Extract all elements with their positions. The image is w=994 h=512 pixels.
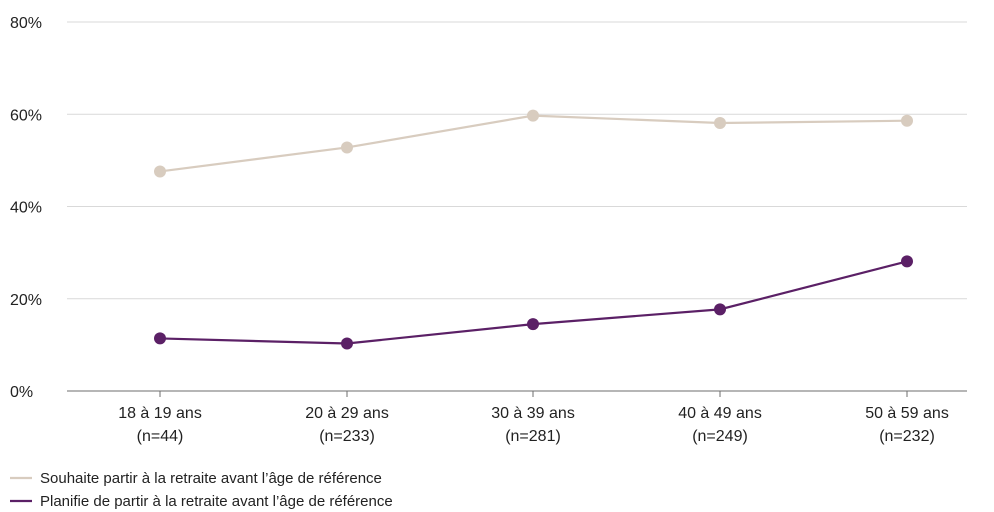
- x-tick-label: 50 à 59 ans: [865, 405, 949, 422]
- y-tick-label: 60%: [10, 107, 42, 124]
- x-tick-label: (n=44): [137, 428, 184, 445]
- gridlines: [67, 21, 967, 392]
- x-tick-label: (n=249): [692, 428, 748, 445]
- data-point: [527, 109, 539, 122]
- series-group: [154, 109, 913, 350]
- x-tick-label: 30 à 39 ans: [491, 405, 575, 422]
- data-point: [341, 337, 353, 350]
- series-line-1: [159, 114, 908, 173]
- x-tick-label: (n=232): [879, 428, 935, 445]
- data-point: [341, 141, 353, 154]
- data-point: [714, 117, 726, 130]
- data-point: [154, 165, 166, 178]
- y-tick-label: 0%: [10, 384, 33, 401]
- legend: Souhaite partir à la retraite avant l’âg…: [10, 470, 393, 510]
- y-tick-label: 20%: [10, 292, 42, 309]
- y-tick-label: 80%: [10, 15, 42, 32]
- x-tick-label: 20 à 29 ans: [305, 405, 389, 422]
- data-point: [154, 332, 166, 345]
- legend-label: Souhaite partir à la retraite avant l’âg…: [40, 470, 382, 487]
- data-point: [714, 303, 726, 316]
- y-axis-ticks: 0% 20% 40% 60% 80%: [10, 15, 42, 401]
- legend-label: Planifie de partir à la retraite avant l…: [40, 493, 393, 510]
- data-point: [527, 318, 539, 331]
- y-tick-label: 40%: [10, 200, 42, 217]
- x-tick-label: (n=281): [505, 428, 561, 445]
- data-point: [901, 114, 913, 127]
- series-line-2: [159, 260, 908, 345]
- data-point: [901, 255, 913, 268]
- x-tick-label: (n=233): [319, 428, 375, 445]
- x-tick-label: 18 à 19 ans: [118, 405, 202, 422]
- x-axis-ticks: 18 à 19 ans (n=44) 20 à 29 ans (n=233) 30 à …: [118, 391, 949, 445]
- x-tick-label: 40 à 49 ans: [678, 405, 762, 422]
